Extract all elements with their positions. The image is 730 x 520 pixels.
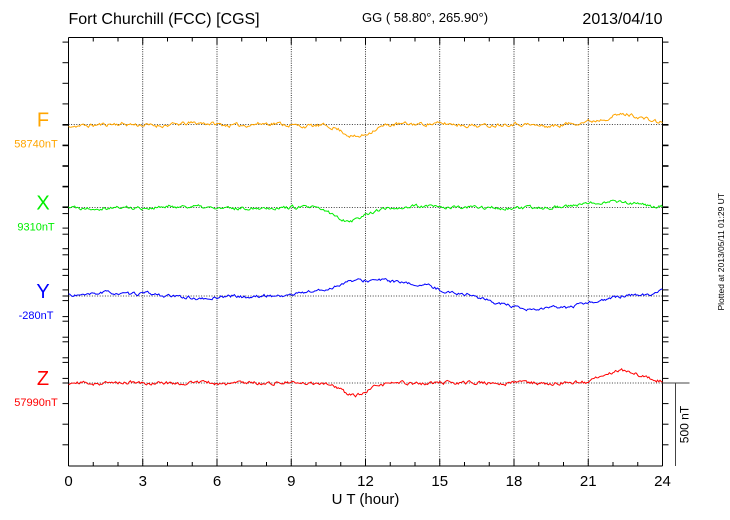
svg-text:18: 18 bbox=[506, 473, 523, 490]
svg-text:57990nT: 57990nT bbox=[14, 397, 58, 409]
svg-text:Plotted at 2013/05/11 01:29 UT: Plotted at 2013/05/11 01:29 UT bbox=[716, 193, 726, 311]
svg-text:Z: Z bbox=[37, 368, 49, 390]
svg-text:GG ( 58.80°, 265.90°): GG ( 58.80°, 265.90°) bbox=[362, 10, 488, 25]
svg-text:F: F bbox=[37, 110, 49, 132]
svg-text:58740nT: 58740nT bbox=[14, 139, 58, 151]
svg-text:-280nT: -280nT bbox=[19, 310, 54, 322]
svg-text:2013/04/10: 2013/04/10 bbox=[582, 11, 662, 28]
svg-text:9: 9 bbox=[287, 473, 295, 490]
svg-text:21: 21 bbox=[580, 473, 597, 490]
svg-text:24: 24 bbox=[654, 473, 671, 490]
svg-text:3: 3 bbox=[139, 473, 147, 490]
svg-text:Fort Churchill (FCC) [CGS]: Fort Churchill (FCC) [CGS] bbox=[69, 11, 260, 28]
svg-text:6: 6 bbox=[213, 473, 221, 490]
svg-text:U T (hour): U T (hour) bbox=[332, 491, 400, 508]
svg-text:9310nT: 9310nT bbox=[17, 222, 55, 234]
svg-text:12: 12 bbox=[357, 473, 374, 490]
svg-text:15: 15 bbox=[431, 473, 448, 490]
svg-text:X: X bbox=[36, 193, 49, 215]
svg-text:500 nT: 500 nT bbox=[678, 405, 692, 443]
svg-text:0: 0 bbox=[64, 473, 72, 490]
svg-text:Y: Y bbox=[36, 281, 49, 303]
